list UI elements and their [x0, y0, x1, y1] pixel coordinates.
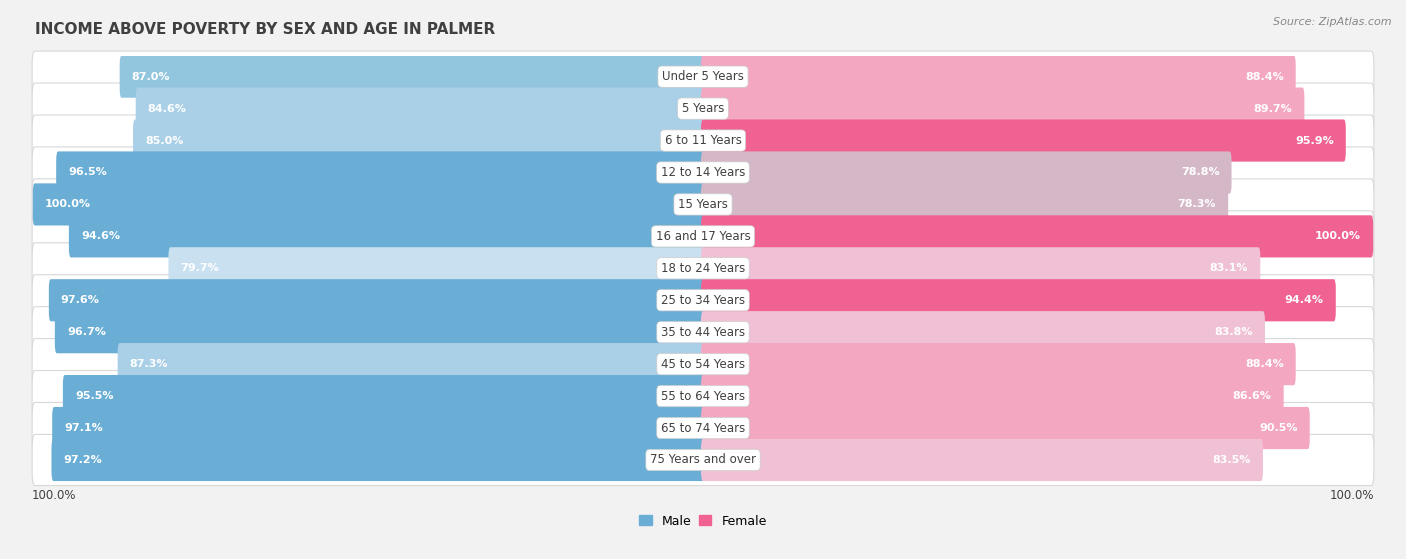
- FancyBboxPatch shape: [32, 179, 1374, 230]
- Text: 16 and 17 Years: 16 and 17 Years: [655, 230, 751, 243]
- Text: 85.0%: 85.0%: [145, 135, 183, 145]
- FancyBboxPatch shape: [702, 343, 1296, 385]
- FancyBboxPatch shape: [69, 215, 704, 258]
- Text: 83.1%: 83.1%: [1209, 263, 1249, 273]
- Text: 100.0%: 100.0%: [1330, 489, 1375, 502]
- Text: 87.0%: 87.0%: [132, 72, 170, 82]
- FancyBboxPatch shape: [32, 51, 1374, 102]
- FancyBboxPatch shape: [32, 434, 1374, 486]
- Text: 6 to 11 Years: 6 to 11 Years: [665, 134, 741, 147]
- FancyBboxPatch shape: [32, 115, 1374, 166]
- Legend: Male, Female: Male, Female: [634, 510, 772, 533]
- FancyBboxPatch shape: [702, 151, 1232, 193]
- Text: 88.4%: 88.4%: [1244, 72, 1284, 82]
- Text: 12 to 14 Years: 12 to 14 Years: [661, 166, 745, 179]
- Text: 83.5%: 83.5%: [1212, 455, 1251, 465]
- FancyBboxPatch shape: [32, 211, 1374, 262]
- Text: 15 Years: 15 Years: [678, 198, 728, 211]
- Text: 86.6%: 86.6%: [1233, 391, 1271, 401]
- Text: 78.8%: 78.8%: [1181, 168, 1219, 178]
- FancyBboxPatch shape: [63, 375, 704, 417]
- Text: 18 to 24 Years: 18 to 24 Years: [661, 262, 745, 275]
- Text: 100.0%: 100.0%: [1315, 231, 1361, 241]
- FancyBboxPatch shape: [702, 279, 1336, 321]
- Text: 45 to 54 Years: 45 to 54 Years: [661, 358, 745, 371]
- FancyBboxPatch shape: [32, 307, 1374, 358]
- FancyBboxPatch shape: [702, 439, 1263, 481]
- FancyBboxPatch shape: [32, 371, 1374, 421]
- FancyBboxPatch shape: [32, 339, 1374, 390]
- FancyBboxPatch shape: [136, 88, 704, 130]
- FancyBboxPatch shape: [32, 274, 1374, 326]
- FancyBboxPatch shape: [702, 375, 1284, 417]
- FancyBboxPatch shape: [118, 343, 704, 385]
- Text: 84.6%: 84.6%: [148, 103, 187, 113]
- Text: 100.0%: 100.0%: [31, 489, 76, 502]
- FancyBboxPatch shape: [52, 407, 704, 449]
- FancyBboxPatch shape: [702, 55, 1296, 98]
- FancyBboxPatch shape: [169, 247, 704, 290]
- Text: 35 to 44 Years: 35 to 44 Years: [661, 326, 745, 339]
- Text: 65 to 74 Years: 65 to 74 Years: [661, 421, 745, 434]
- FancyBboxPatch shape: [32, 83, 1374, 134]
- FancyBboxPatch shape: [702, 311, 1265, 353]
- FancyBboxPatch shape: [702, 247, 1260, 290]
- Text: 25 to 34 Years: 25 to 34 Years: [661, 294, 745, 307]
- Text: 94.6%: 94.6%: [82, 231, 120, 241]
- FancyBboxPatch shape: [52, 439, 704, 481]
- Text: 87.3%: 87.3%: [129, 359, 169, 369]
- FancyBboxPatch shape: [702, 183, 1229, 225]
- Text: 97.2%: 97.2%: [63, 455, 103, 465]
- Text: 75 Years and over: 75 Years and over: [650, 453, 756, 466]
- Text: 55 to 64 Years: 55 to 64 Years: [661, 390, 745, 402]
- FancyBboxPatch shape: [32, 402, 1374, 453]
- Text: 96.7%: 96.7%: [67, 327, 105, 337]
- Text: 83.8%: 83.8%: [1215, 327, 1253, 337]
- FancyBboxPatch shape: [55, 311, 704, 353]
- Text: 88.4%: 88.4%: [1244, 359, 1284, 369]
- FancyBboxPatch shape: [32, 183, 704, 225]
- Text: 94.4%: 94.4%: [1285, 295, 1324, 305]
- Text: 95.9%: 95.9%: [1295, 135, 1334, 145]
- Text: Source: ZipAtlas.com: Source: ZipAtlas.com: [1274, 17, 1392, 27]
- FancyBboxPatch shape: [56, 151, 704, 193]
- Text: 5 Years: 5 Years: [682, 102, 724, 115]
- FancyBboxPatch shape: [134, 120, 704, 162]
- Text: 90.5%: 90.5%: [1260, 423, 1298, 433]
- FancyBboxPatch shape: [32, 147, 1374, 198]
- Text: 95.5%: 95.5%: [75, 391, 114, 401]
- FancyBboxPatch shape: [32, 243, 1374, 294]
- Text: 97.6%: 97.6%: [60, 295, 100, 305]
- Text: 97.1%: 97.1%: [65, 423, 103, 433]
- Text: 96.5%: 96.5%: [69, 168, 107, 178]
- FancyBboxPatch shape: [702, 407, 1310, 449]
- FancyBboxPatch shape: [702, 88, 1305, 130]
- Text: 89.7%: 89.7%: [1254, 103, 1292, 113]
- FancyBboxPatch shape: [702, 120, 1346, 162]
- Text: 100.0%: 100.0%: [45, 200, 91, 210]
- FancyBboxPatch shape: [49, 279, 704, 321]
- Text: INCOME ABOVE POVERTY BY SEX AND AGE IN PALMER: INCOME ABOVE POVERTY BY SEX AND AGE IN P…: [35, 22, 495, 37]
- FancyBboxPatch shape: [702, 215, 1374, 258]
- Text: 79.7%: 79.7%: [180, 263, 219, 273]
- Text: 78.3%: 78.3%: [1178, 200, 1216, 210]
- FancyBboxPatch shape: [120, 55, 704, 98]
- Text: Under 5 Years: Under 5 Years: [662, 70, 744, 83]
